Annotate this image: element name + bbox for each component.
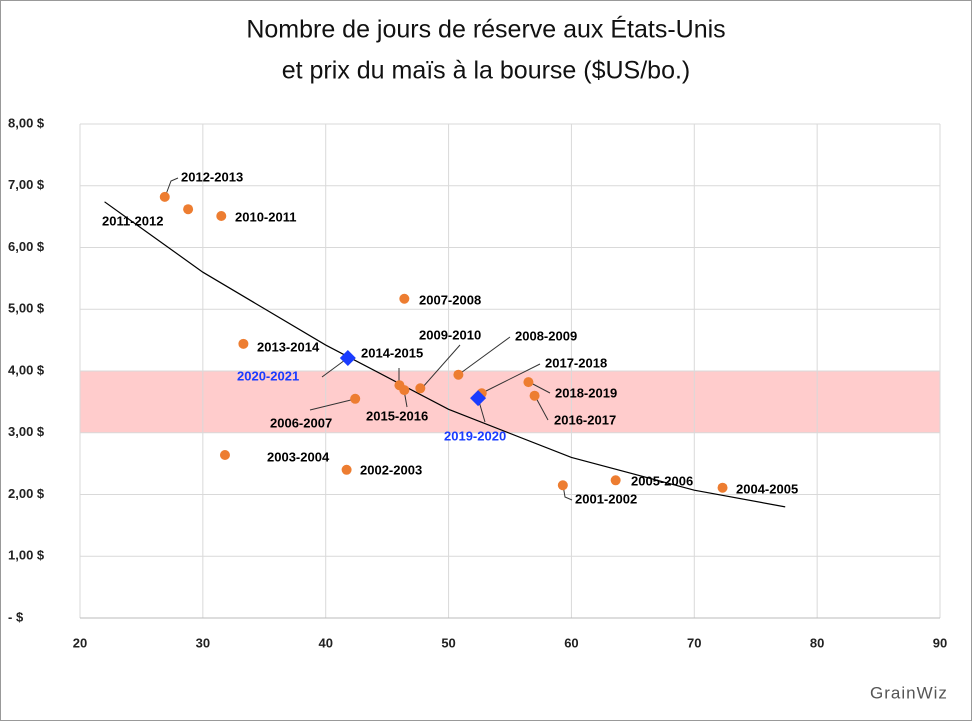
chart-title: Nombre de jours de réserve aux États-Uni…	[246, 15, 725, 44]
x-tick-label: 50	[441, 635, 455, 650]
y-tick-label: 7,00 $	[8, 177, 45, 192]
point-label: 2007-2008	[419, 292, 481, 307]
point-label: 2012-2013	[181, 169, 243, 184]
point	[610, 475, 621, 486]
point	[183, 204, 194, 215]
point	[399, 293, 410, 304]
point	[415, 383, 426, 394]
x-tick-label: 30	[196, 635, 210, 650]
y-tick-label: 3,00 $	[8, 424, 45, 439]
point-label: 2001-2002	[575, 491, 637, 506]
leader-line	[421, 344, 461, 389]
point	[529, 390, 540, 401]
point-label: 2014-2015	[361, 345, 423, 360]
y-tick-label: 6,00 $	[8, 239, 45, 254]
leader-line	[534, 395, 549, 421]
point-label: 2010-2011	[235, 209, 296, 224]
x-tick-label: 80	[810, 635, 824, 650]
leader-line	[164, 177, 179, 198]
shaded-range	[80, 371, 940, 433]
point	[339, 350, 356, 367]
point-label: 2004-2005	[736, 481, 798, 496]
y-tick-label: 2,00 $	[8, 486, 45, 501]
point	[717, 482, 728, 493]
x-tick-label: 90	[933, 635, 947, 650]
point	[557, 480, 568, 491]
point-label: 2002-2003	[360, 462, 422, 477]
point	[470, 390, 487, 407]
point-label: 2011-2012	[102, 213, 163, 228]
x-tick-label: 20	[73, 635, 87, 650]
point	[219, 449, 230, 460]
point	[341, 464, 352, 475]
y-tick-label: 5,00 $	[8, 301, 45, 316]
point-label: 2009-2010	[419, 327, 481, 342]
x-tick-label: 40	[318, 635, 332, 650]
leader-line	[457, 336, 511, 376]
point-label: 2003-2004	[267, 449, 330, 464]
logo: GrainWiz	[870, 683, 948, 702]
y-tick-label: - $	[8, 609, 24, 624]
leader-line	[481, 363, 541, 394]
point	[159, 191, 170, 202]
point	[216, 211, 227, 222]
chart-title: et prix du maïs à la bourse ($US/bo.)	[282, 57, 691, 85]
y-tick-label: 8,00 $	[8, 115, 45, 130]
leader-line	[309, 398, 356, 411]
point-label: 2018-2019	[555, 385, 617, 400]
point	[350, 393, 361, 404]
point	[523, 377, 534, 388]
point-label: 2015-2016	[366, 408, 428, 423]
point-label: 2016-2017	[554, 412, 616, 427]
point	[238, 338, 249, 349]
x-tick-label: 60	[564, 635, 578, 650]
point-label: 2006-2007	[270, 415, 332, 430]
point-label: 2008-2009	[515, 328, 577, 343]
y-tick-label: 4,00 $	[8, 362, 45, 377]
point-label: 2020-2021	[237, 368, 299, 383]
x-tick-label: 70	[687, 635, 701, 650]
point-label: 2017-2018	[545, 355, 607, 370]
point-label: 2005-2006	[631, 473, 693, 488]
point	[453, 369, 464, 380]
leader-line	[321, 359, 346, 378]
point-label: 2019-2020	[444, 428, 506, 443]
y-tick-label: 1,00 $	[8, 548, 45, 563]
trendline	[104, 201, 786, 508]
point-label: 2013-2014	[257, 339, 320, 354]
point	[399, 385, 410, 396]
